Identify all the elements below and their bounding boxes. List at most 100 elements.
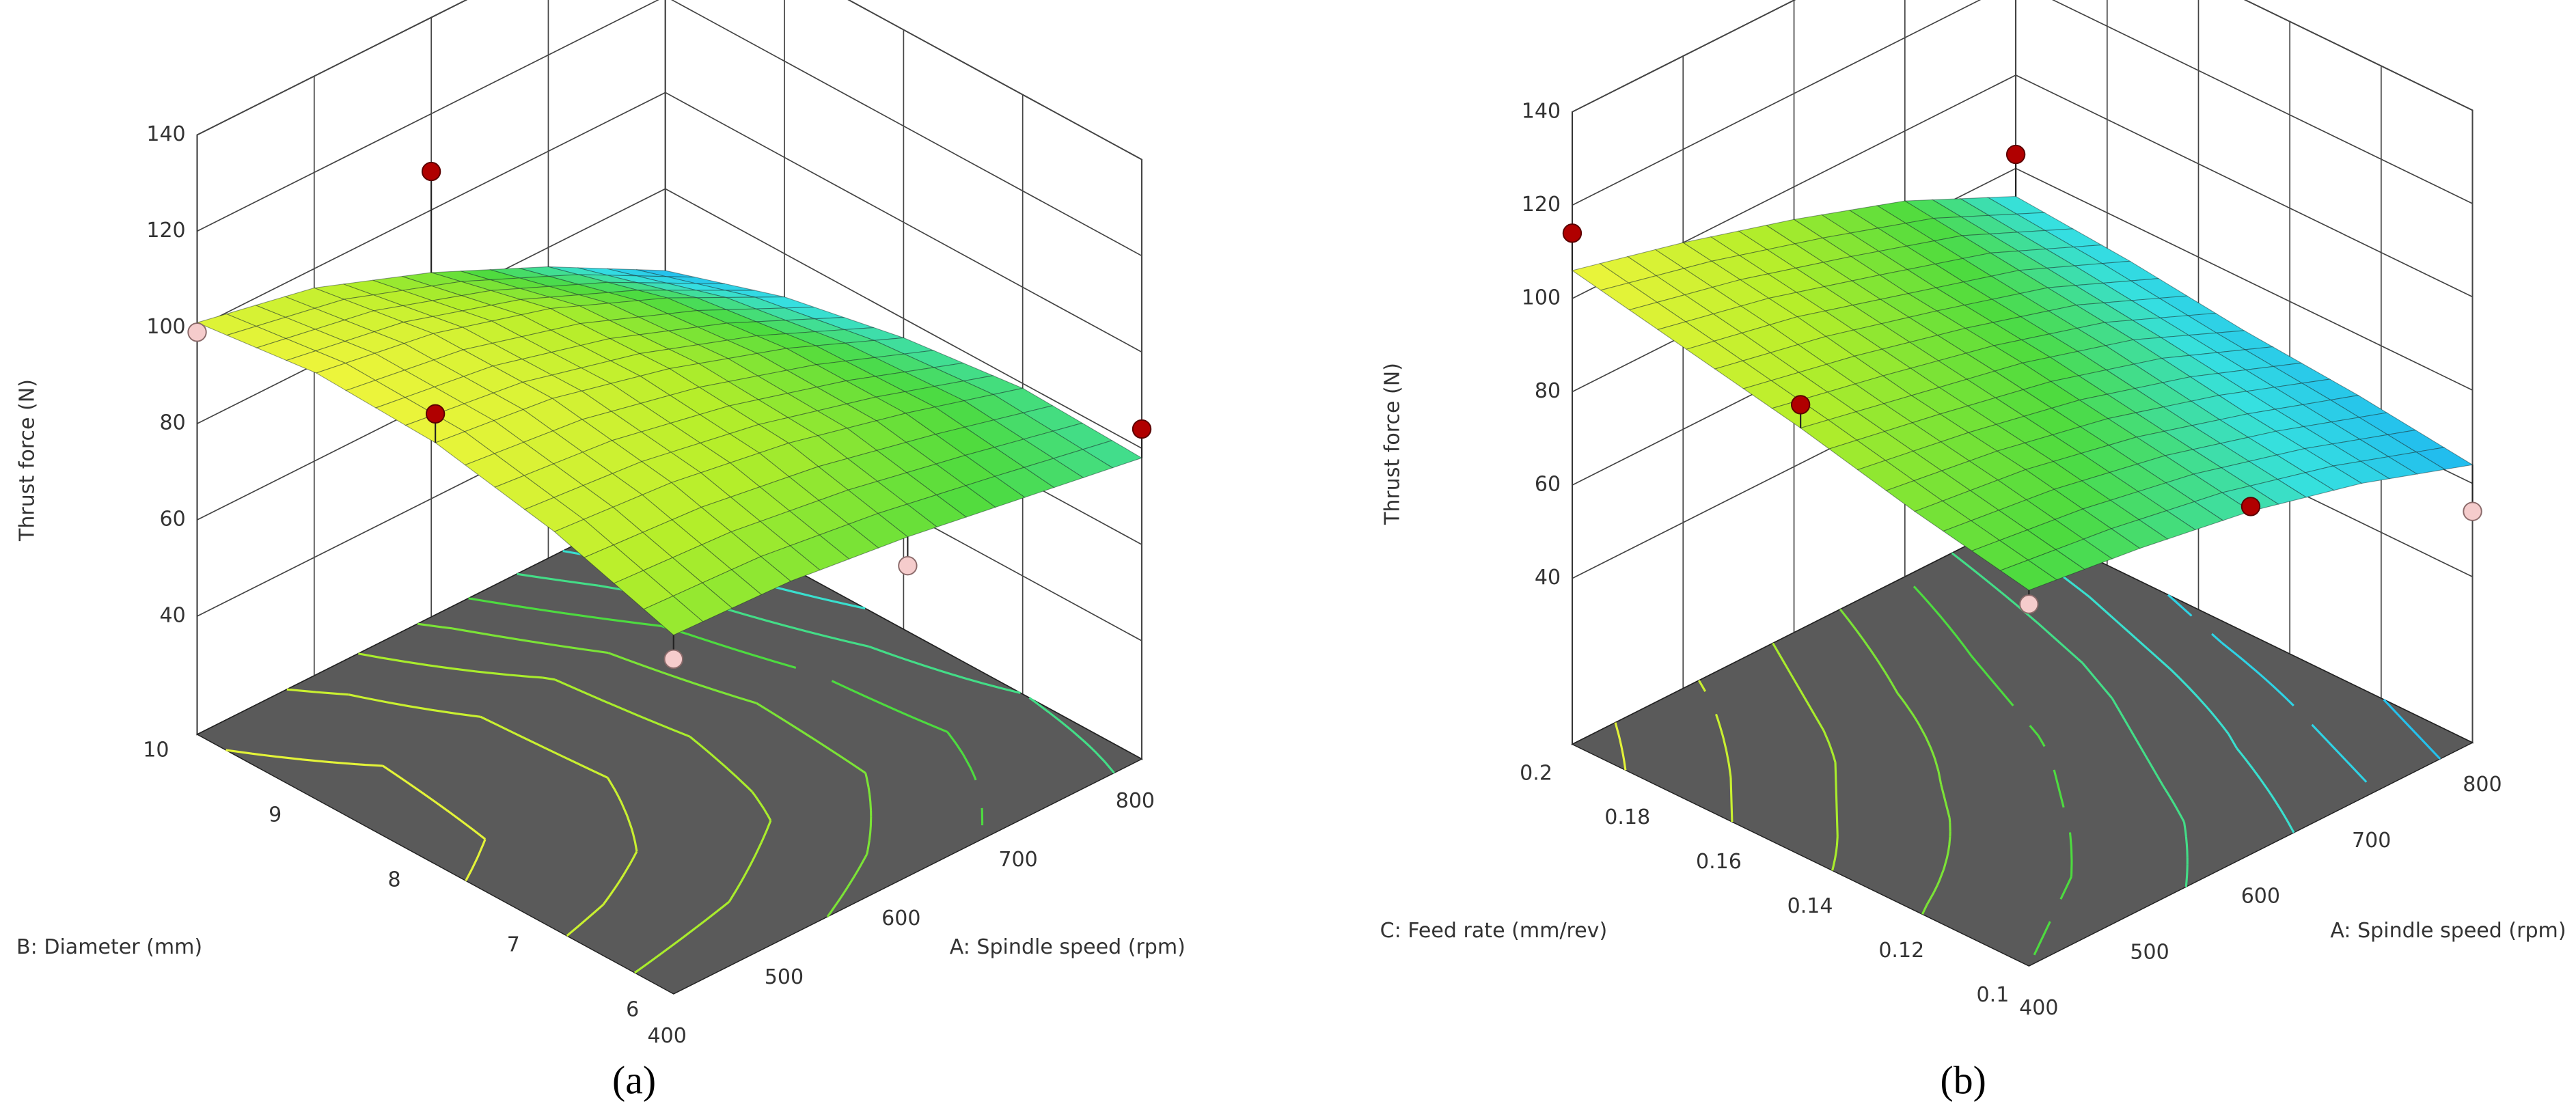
contour-line (2081, 662, 2113, 700)
design-point (2463, 501, 2482, 521)
surface-cell (2273, 383, 2332, 405)
surface-cell (2100, 260, 2160, 281)
surface-cell (610, 402, 672, 432)
surface-cell (1988, 232, 2048, 251)
surface-cell (641, 452, 702, 484)
surface-cell (2054, 508, 2113, 540)
design-point (2241, 497, 2261, 516)
surface-cell (2162, 400, 2221, 426)
contour-line (1714, 713, 1732, 778)
surface-cell (1940, 432, 1998, 462)
x-tick-label: 500 (765, 965, 804, 989)
surface-cell (1991, 293, 2050, 318)
z-tick-label: 100 (146, 315, 185, 339)
surface-cell (1827, 411, 1886, 441)
surface-cell (1995, 415, 2054, 443)
surface-cell (1937, 353, 1996, 380)
surface-cell (2219, 413, 2277, 438)
y-tick-label: 8 (387, 868, 400, 892)
surface-cell (494, 475, 555, 510)
surface-cell (225, 325, 288, 348)
contour-line (1921, 904, 1928, 915)
surface-cell (2044, 228, 2103, 248)
z-tick-label: 120 (146, 219, 185, 243)
surface-cell (2304, 465, 2363, 491)
z-tick-label: 140 (146, 122, 185, 146)
surface-cell (1993, 362, 2052, 390)
surface-cell (607, 316, 670, 335)
surface-cell (1878, 268, 1937, 294)
surface-cell (2165, 473, 2223, 502)
surface-cell (607, 300, 670, 318)
surface-cell (463, 365, 524, 393)
surface-cell (789, 534, 850, 571)
surface-cell (2387, 452, 2446, 475)
surface-cell (2055, 538, 2113, 570)
surface-cell (1766, 243, 1824, 269)
surface-cell (1996, 442, 2055, 470)
surface-cell (613, 570, 674, 610)
surface-cell (549, 323, 612, 346)
contour-line (2227, 733, 2238, 749)
surface-cell (285, 350, 347, 374)
surface-cell (1824, 305, 1882, 331)
x-tick-label: 600 (2241, 885, 2280, 909)
z-tick-label: 100 (1522, 286, 1561, 309)
contour-line (2311, 723, 2368, 783)
surface-cell (611, 431, 672, 462)
x-tick-label: 800 (2463, 773, 2502, 797)
y-axis-label: C: Feed rate (mm/rev) (1380, 919, 1608, 943)
surface-cell (2159, 335, 2219, 356)
surface-cell (2215, 330, 2274, 350)
x-axis-label: A: Spindle speed (rpm) (950, 935, 1186, 959)
surface-cell (643, 595, 704, 636)
surface-cell (2276, 472, 2335, 498)
surface-cell (433, 376, 495, 404)
x-tick-label: 800 (1116, 789, 1155, 813)
surface-cell (1828, 439, 1887, 471)
y-tick-label: 0.18 (1604, 805, 1650, 829)
surface-cell (1989, 250, 2049, 271)
contour-line (602, 851, 638, 906)
grid-line (197, 0, 1142, 161)
surface-cell (2050, 375, 2109, 401)
surface-cell (1938, 378, 1997, 406)
surface-cell (195, 313, 258, 336)
surface-cell (1823, 280, 1882, 306)
surface-cell (2272, 362, 2331, 384)
contour-line (607, 652, 757, 704)
surface-cell (2052, 453, 2111, 482)
surface-cell (2386, 429, 2445, 453)
surface-cell (2105, 363, 2164, 389)
contour-line (2111, 697, 2164, 786)
surface-cell (1990, 270, 2049, 294)
contour-line (687, 633, 797, 669)
surface-cell (701, 569, 763, 609)
surface-cell (519, 286, 579, 298)
surface-cell (758, 417, 819, 444)
surface-cell (2051, 399, 2109, 428)
contour-line (689, 735, 753, 793)
contour-line (1614, 722, 1627, 771)
contour-line (728, 820, 772, 902)
surface-cell (523, 497, 585, 532)
z-tick-label: 80 (159, 411, 185, 435)
surface-cell (755, 296, 814, 309)
contour-line (607, 777, 638, 852)
design-point (663, 649, 683, 669)
surface-cell (1881, 342, 1940, 369)
surface-cell (1657, 321, 1715, 350)
contour-line (2236, 747, 2295, 833)
contour-line (1940, 784, 1951, 818)
surface-cell (1820, 210, 1879, 234)
contour-line (554, 678, 691, 738)
surface-cell (1052, 449, 1114, 478)
contour-line (2088, 596, 2171, 670)
surface-cell (847, 512, 909, 549)
contour-line (1831, 836, 1839, 871)
z-tick-label: 60 (1535, 473, 1561, 497)
surface-cell (608, 334, 670, 355)
z-tick-label: 80 (1535, 379, 1561, 403)
surface-cell (788, 466, 849, 501)
surface-cell (2219, 437, 2278, 462)
